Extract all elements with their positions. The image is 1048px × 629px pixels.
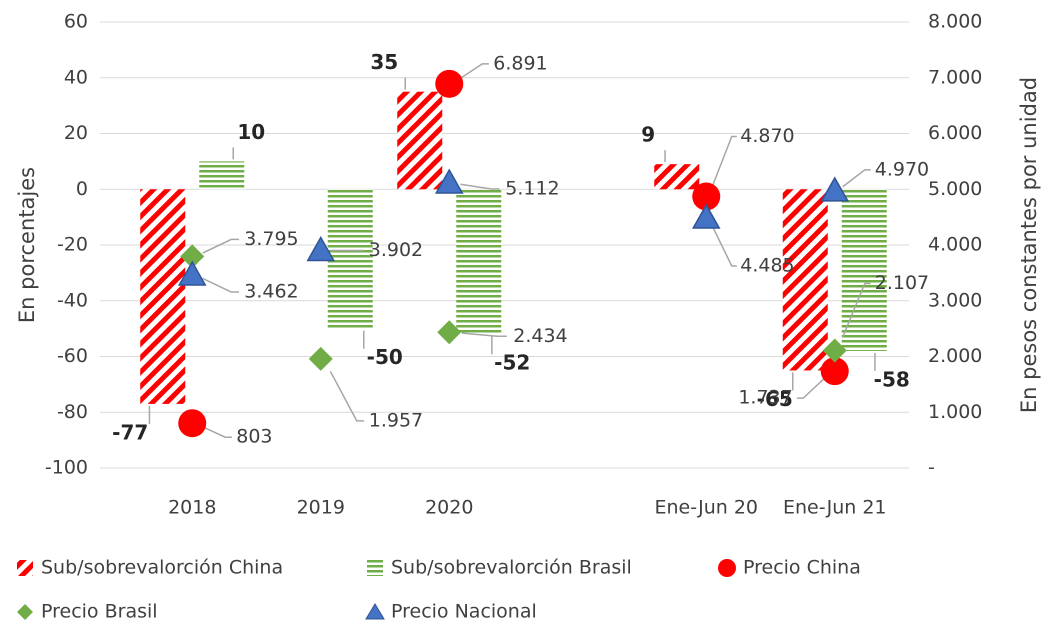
data-label: 803 <box>236 426 272 448</box>
leader-line <box>796 376 827 399</box>
legend-label: Sub/sobrevalorción China <box>41 557 283 579</box>
marker <box>822 338 847 363</box>
data-label: 35 <box>370 50 398 74</box>
legend-label: Precio Nacional <box>391 601 537 623</box>
leader-line <box>842 282 871 338</box>
leader-line <box>329 370 364 422</box>
marker <box>434 168 464 194</box>
data-label: 6.891 <box>493 52 547 74</box>
data-label: 2.434 <box>513 325 567 347</box>
data-label: 4.870 <box>740 125 794 147</box>
data-label: 1.737 <box>738 387 792 409</box>
x-tick-label: 2020 <box>425 497 473 519</box>
bar <box>456 189 502 335</box>
data-label: 4.485 <box>740 254 794 276</box>
bar <box>327 189 373 329</box>
data-label: 10 <box>237 120 265 144</box>
legend-swatch <box>718 559 736 577</box>
data-label: 3.462 <box>244 280 298 302</box>
x-tick-label: Ene-Jun 21 <box>783 497 887 519</box>
leader-line <box>200 425 232 438</box>
bar <box>841 189 887 351</box>
marker <box>306 235 336 262</box>
leader-line <box>712 227 737 267</box>
marker <box>692 182 721 211</box>
marker <box>820 357 849 386</box>
y-axis-label: En porcentajes <box>15 167 39 323</box>
marker <box>435 69 464 98</box>
marker <box>820 176 850 202</box>
legend-swatch <box>17 560 33 576</box>
y-tick-label: 40 <box>64 66 88 88</box>
legend-swatch <box>367 560 383 576</box>
y-tick-label: 20 <box>64 122 88 144</box>
leader-line <box>460 183 500 190</box>
legend-label: Precio China <box>743 557 861 579</box>
x-tick-label: Ene-Jun 20 <box>654 497 758 519</box>
data-label: 9 <box>641 123 655 147</box>
y-tick-label: -80 <box>57 401 88 423</box>
data-label: 1.957 <box>369 409 423 431</box>
x-tick-label: 2019 <box>297 497 345 519</box>
bar <box>397 91 443 190</box>
marker <box>308 346 333 371</box>
leader-line <box>202 277 240 293</box>
y-tick-label: -20 <box>57 234 88 256</box>
legend-swatch <box>17 604 33 620</box>
leader-line <box>457 63 489 81</box>
data-label: -77 <box>112 420 148 444</box>
marker <box>178 409 207 438</box>
y2-tick-label: - <box>928 457 935 479</box>
y2-tick-label: 8.000 <box>928 11 982 33</box>
data-label: -50 <box>367 345 403 369</box>
legend-label: Precio Brasil <box>41 601 158 623</box>
y2-tick-label: 7.000 <box>928 66 982 88</box>
y2-tick-label: 6.000 <box>928 122 982 144</box>
leader-line <box>202 238 240 254</box>
bar <box>199 161 245 190</box>
data-label: 4.970 <box>875 158 929 180</box>
marker <box>691 203 721 229</box>
y-tick-label: 0 <box>76 178 88 200</box>
data-label: 2.107 <box>875 272 929 294</box>
y2-axis-label: En pesos constantes por unidad <box>1017 77 1041 413</box>
bar <box>782 189 828 371</box>
y2-tick-label: 5.000 <box>928 178 982 200</box>
y-tick-label: 60 <box>64 11 88 33</box>
y2-tick-label: 3.000 <box>928 289 982 311</box>
legend-swatch <box>365 603 385 620</box>
data-label: 5.112 <box>505 178 559 200</box>
data-label: -52 <box>494 351 530 375</box>
leader-line <box>461 332 507 338</box>
y2-tick-label: 2.000 <box>928 345 982 367</box>
leader-line <box>842 169 871 188</box>
y-tick-label: -60 <box>57 345 88 367</box>
data-label: -58 <box>874 367 910 391</box>
data-label: 3.795 <box>244 228 298 250</box>
leader-line <box>712 135 737 185</box>
data-label: -65 <box>757 387 793 411</box>
x-tick-label: 2018 <box>168 497 216 519</box>
y2-tick-label: 4.000 <box>928 234 982 256</box>
marker <box>177 260 207 286</box>
legend-label: Sub/sobrevalorción Brasil <box>391 557 632 579</box>
marker <box>180 244 205 269</box>
y-tick-label: -100 <box>45 457 88 479</box>
y2-tick-label: 1.000 <box>928 401 982 423</box>
data-label: 3.902 <box>369 239 423 261</box>
y-tick-label: -40 <box>57 289 88 311</box>
bar <box>140 189 186 404</box>
bar <box>654 164 700 190</box>
marker <box>437 320 462 345</box>
